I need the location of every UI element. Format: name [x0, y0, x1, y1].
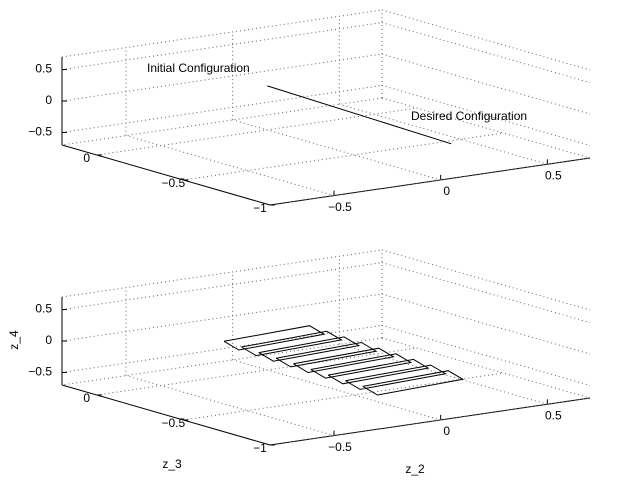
grid-line	[381, 324, 591, 386]
x-tick-label: 0	[443, 184, 450, 198]
box-edge	[381, 337, 591, 399]
x-axis	[269, 397, 591, 446]
z-tick-label: −0.5	[28, 365, 52, 379]
grid-line	[61, 293, 383, 342]
z-tick-label: 0.5	[35, 62, 52, 76]
x-tick-label: 0.5	[545, 408, 562, 422]
grid-line	[125, 135, 335, 197]
y-tick-label: −1	[253, 441, 267, 455]
box-edge	[381, 249, 591, 311]
x-tick-label: −0.5	[328, 440, 352, 454]
z-tick-label: −0.5	[28, 125, 52, 139]
z-tick-label: 0	[45, 333, 52, 347]
y-axis	[61, 144, 271, 206]
grid-line	[381, 84, 591, 146]
box-edge	[61, 249, 383, 298]
x-tick-label: 0	[443, 424, 450, 438]
y-tick-label: −0.5	[161, 416, 185, 430]
z-axis-label: z_4	[7, 330, 21, 350]
grid-line	[381, 293, 591, 355]
y-tick-label: 0	[83, 391, 90, 405]
data-line	[223, 325, 465, 396]
box-edge	[61, 337, 383, 386]
data-line	[267, 85, 452, 145]
annotation: Initial Configuration	[147, 61, 250, 75]
y-axis-label: z_3	[162, 457, 182, 471]
grid-line	[381, 53, 591, 115]
box-edge	[381, 9, 591, 71]
x-axis	[269, 157, 591, 206]
x-axis-label: z_2	[405, 462, 425, 476]
z-tick-label: 0	[45, 93, 52, 107]
grid-line	[183, 132, 504, 181]
y-tick-label: −0.5	[161, 176, 185, 190]
grid-line	[96, 107, 417, 156]
grid-line	[125, 375, 335, 437]
grid-line	[381, 22, 591, 84]
x-tick-label: 0.5	[545, 168, 562, 182]
x-tick-label: −0.5	[328, 200, 352, 214]
y-tick-label: −1	[253, 201, 267, 215]
z-tick-label: 0.5	[35, 302, 52, 316]
box-edge	[381, 97, 591, 159]
grid-line	[183, 372, 504, 421]
grid-line	[61, 84, 383, 133]
y-axis	[61, 384, 271, 446]
grid-line	[61, 262, 383, 311]
box-edge	[61, 9, 383, 58]
y-tick-label: 0	[83, 151, 90, 165]
grid-line	[232, 119, 441, 181]
annotation: Desired Configuration	[411, 109, 527, 123]
grid-line	[381, 262, 591, 324]
box-edge	[61, 97, 383, 146]
